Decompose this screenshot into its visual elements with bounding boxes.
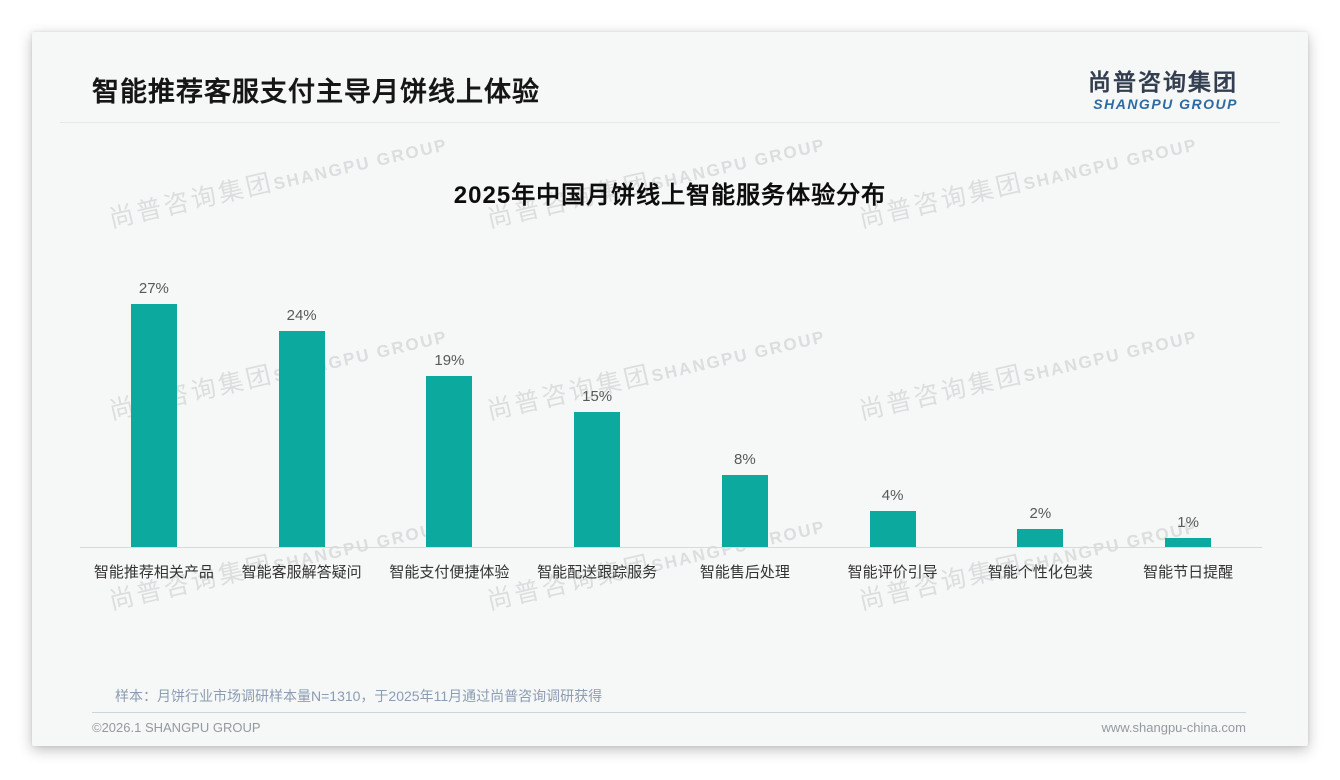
bar-value-label: 15%: [582, 387, 613, 405]
header-divider: [60, 122, 1280, 123]
category-label: 智能客服解答疑问: [241, 563, 362, 581]
bar: [869, 510, 916, 547]
category-label: 智能个性化包装: [987, 563, 1093, 581]
category-axis: 智能推荐相关产品 智能客服解答疑问 智能支付便捷体验 智能配送跟踪服务 智能售后处理 智能…: [80, 548, 1262, 582]
bar-value-label: 19%: [434, 351, 465, 369]
logo-zh-text: 尚普咨询集团: [1088, 69, 1238, 95]
report-card: 尚普咨询集团SHANGPU GROUP 尚普咨询集团SHANGPU GROUP …: [32, 32, 1308, 746]
bar: [574, 411, 621, 547]
bar-value-label: 24%: [286, 306, 317, 324]
bar-value-label: 1%: [1177, 513, 1199, 531]
bar-column: 4%: [819, 226, 967, 547]
plot-area: 27% 24% 19% 15% 8% 4% 2% 1%: [80, 226, 1262, 548]
category-label: 智能售后处理: [699, 563, 790, 581]
bar: [1017, 528, 1064, 547]
bar-column: 2%: [967, 226, 1115, 547]
bar: [721, 474, 768, 547]
source-note: 样本：月饼行业市场调研样本量N=1310，于2025年11月通过尚普咨询调研获得: [115, 688, 603, 704]
bar-column: 15%: [523, 226, 671, 547]
bar-value-label: 27%: [138, 279, 169, 297]
category-label: 智能推荐相关产品: [93, 563, 214, 581]
footer-divider: [92, 712, 1246, 713]
bar-value-label: 4%: [881, 486, 904, 504]
company-logo: 尚普咨询集团 SHANGPU GROUP: [1088, 69, 1238, 113]
bar-column: 1%: [1114, 226, 1262, 547]
page-title: 智能推荐客服支付主导月饼线上体验: [92, 77, 540, 107]
category-label: 智能支付便捷体验: [389, 563, 510, 581]
bar-value-label: 2%: [1029, 504, 1052, 522]
category-label: 智能配送跟踪服务: [537, 563, 658, 581]
footer: ©2026.1 SHANGPU GROUP www.shangpu-china.…: [92, 720, 1246, 735]
bar-column: 19%: [376, 226, 524, 547]
bar-column: 24%: [228, 226, 376, 547]
bar: [130, 303, 177, 547]
bar-column: 27%: [80, 226, 228, 547]
header: 智能推荐客服支付主导月饼线上体验 尚普咨询集团 SHANGPU GROUP: [32, 32, 1308, 113]
bar: [1165, 537, 1212, 547]
footer-copyright: ©2026.1 SHANGPU GROUP: [92, 720, 261, 735]
bar: [278, 330, 325, 547]
category-label: 智能评价引导: [847, 563, 938, 581]
logo-en-text: SHANGPU GROUP: [1093, 96, 1238, 113]
bar-value-label: 8%: [734, 450, 756, 468]
bar-column: 8%: [671, 226, 819, 547]
bar: [426, 375, 473, 547]
category-label: 智能节日提醒: [1143, 563, 1234, 581]
footer-website: www.shangpu-china.com: [1101, 720, 1246, 735]
chart-title: 2025年中国月饼线上智能服务体验分布: [453, 181, 887, 209]
